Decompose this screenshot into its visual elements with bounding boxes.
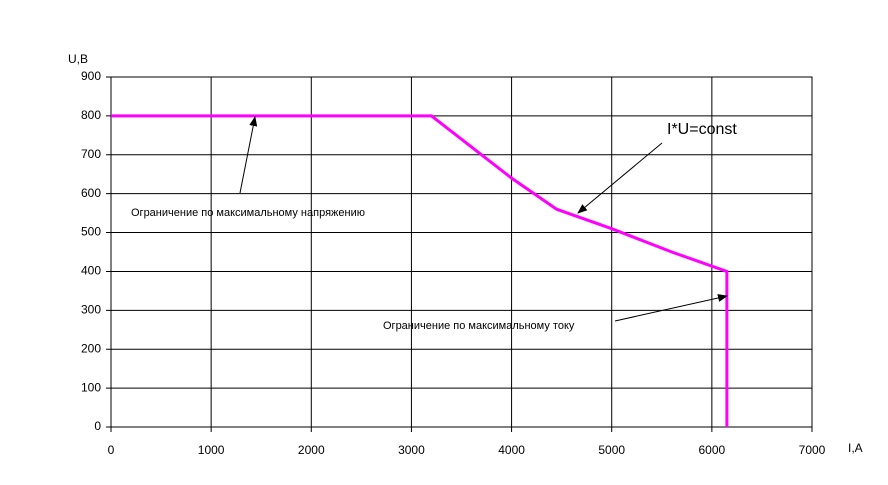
annotation: Ограничение по максимальному току xyxy=(383,320,575,332)
x-axis-label: I,A xyxy=(848,441,863,455)
y-tick-label: 500 xyxy=(81,225,101,239)
annotation: Ограничение по максимальному напряжению xyxy=(131,207,365,219)
x-tick-label: 2000 xyxy=(298,443,325,457)
arrow xyxy=(577,142,663,214)
y-axis-label: U,В xyxy=(68,52,88,66)
y-tick-label: 400 xyxy=(81,264,101,278)
arrow xyxy=(614,294,728,322)
x-tick-label: 4000 xyxy=(498,443,525,457)
y-tick-label: 900 xyxy=(81,69,101,83)
y-tick-label: 300 xyxy=(81,303,101,317)
x-tick-label: 0 xyxy=(108,443,115,457)
y-tick-label: 600 xyxy=(81,186,101,200)
arrow xyxy=(239,116,258,194)
plot-border xyxy=(110,76,813,428)
y-tick-label: 800 xyxy=(81,108,101,122)
annotation: I*U=const xyxy=(667,121,737,138)
y-tick-label: 700 xyxy=(81,147,101,161)
x-tick-label: 3000 xyxy=(398,443,425,457)
line xyxy=(111,114,729,427)
y-tick-label: 0 xyxy=(94,419,101,433)
x-tick-label: 5000 xyxy=(598,443,625,457)
x-tick-label: 7000 xyxy=(799,443,826,457)
y-tick-label: 100 xyxy=(81,380,101,394)
x-tick-label: 1000 xyxy=(198,443,225,457)
x-tick-label: 6000 xyxy=(699,443,726,457)
y-tick-label: 200 xyxy=(81,341,101,355)
